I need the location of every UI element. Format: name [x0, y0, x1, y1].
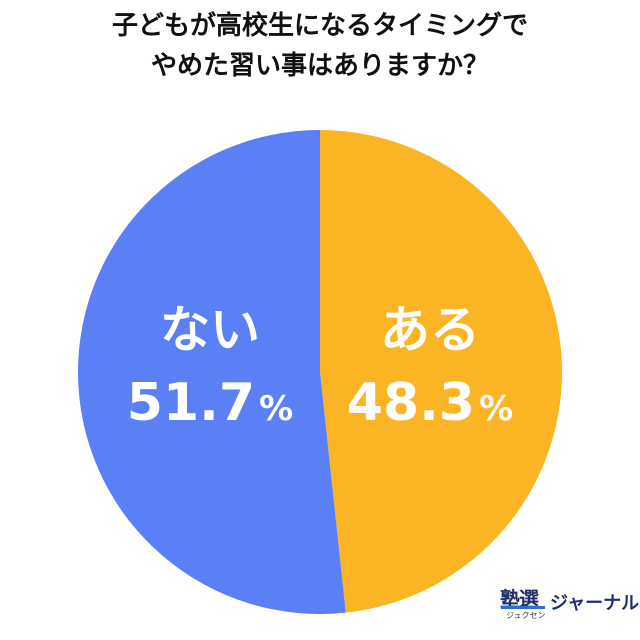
brand-mark: 塾選 ジュクセン	[500, 582, 546, 622]
chart-title-line-2: やめた習い事はありますか？	[150, 51, 489, 81]
slice-label-1: ない	[160, 301, 260, 359]
brand-kana: ジュクセン	[506, 611, 546, 620]
pie-slice-1	[77, 129, 346, 614]
chart-title-line-1: 子どもが高校生になるタイミングで	[111, 11, 528, 41]
slice-label-0: ある	[380, 301, 480, 359]
chart-title: 子どもが高校生になるタイミングで やめた習い事はありますか？	[0, 6, 640, 86]
pie-slice-0	[320, 130, 562, 613]
slice-unit-0: %	[479, 389, 513, 429]
brand-logo: 塾選 ジュクセン ジャーナル	[500, 582, 639, 622]
slice-value-1: 51.7%	[127, 373, 293, 433]
brand-underline	[501, 606, 545, 609]
brand-wordmark: ジャーナル	[550, 593, 640, 614]
slice-unit-1: %	[259, 389, 293, 429]
